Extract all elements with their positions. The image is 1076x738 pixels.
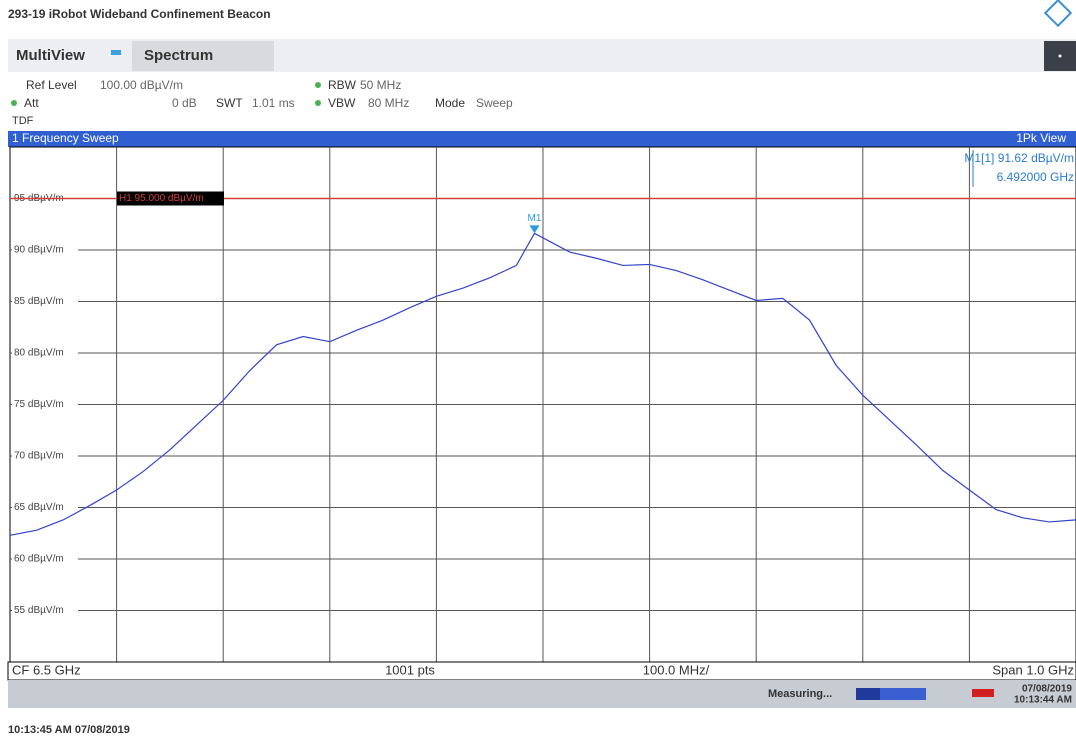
y-tick-label: 75 dBµV/m bbox=[14, 399, 64, 410]
timestamp: 10:13:45 AM 07/08/2019 bbox=[8, 724, 130, 736]
tick-bg bbox=[12, 501, 78, 514]
y-tick-label: 60 dBµV/m bbox=[14, 554, 64, 565]
dot bbox=[315, 100, 321, 106]
window-header bbox=[8, 131, 1076, 147]
setting-label: TDF bbox=[12, 115, 34, 127]
setting-label: SWT bbox=[216, 96, 243, 110]
tick-bg bbox=[12, 604, 78, 617]
time: 10:13:44 AM bbox=[1014, 695, 1072, 706]
setting-value: 0 dB bbox=[172, 96, 197, 110]
title: 293-19 iRobot Wideband Confinement Beaco… bbox=[8, 7, 271, 21]
span: Span 1.0 GHz bbox=[992, 662, 1074, 677]
y-tick-label: 85 dBµV/m bbox=[14, 296, 64, 307]
date: 07/08/2019 bbox=[1022, 684, 1072, 695]
y-tick-label: 80 dBµV/m bbox=[14, 348, 64, 359]
y-tick-label: 55 dBµV/m bbox=[14, 605, 64, 616]
div: 100.0 MHz/ bbox=[643, 662, 710, 677]
setting-label: RBW bbox=[328, 78, 357, 92]
tab[interactable]: MultiView bbox=[16, 47, 85, 64]
window-view: 1Pk View bbox=[1016, 131, 1066, 145]
setting-value: 100.00 dBµV/m bbox=[100, 78, 183, 92]
marker-readout: M1[1] 91.62 dBµV/m bbox=[964, 151, 1074, 165]
setting-value: 1.01 ms bbox=[252, 96, 295, 110]
tab-icon bbox=[111, 50, 121, 55]
window-title: 1 Frequency Sweep bbox=[12, 131, 119, 145]
setting-value: Sweep bbox=[476, 96, 513, 110]
status: Measuring... bbox=[768, 688, 832, 700]
menu-dot bbox=[1058, 54, 1062, 58]
footer-bar bbox=[7, 661, 1076, 681]
tab-active[interactable] bbox=[132, 41, 274, 71]
marker-name: M1 bbox=[528, 213, 542, 224]
setting-value: 50 MHz bbox=[360, 78, 401, 92]
tick-bg bbox=[12, 398, 78, 411]
tab[interactable]: Spectrum bbox=[144, 47, 213, 64]
marker-readout-x: 6.492000 GHz bbox=[997, 170, 1074, 184]
progress bbox=[856, 688, 926, 700]
ref-label: H1 95.000 dBµV/m bbox=[119, 193, 204, 204]
setting-label: Ref Level bbox=[26, 78, 77, 92]
dot bbox=[11, 100, 17, 106]
tick-bg bbox=[12, 244, 78, 256]
setting-label: VBW bbox=[328, 96, 356, 110]
marker bbox=[529, 225, 540, 234]
setting-label: Att bbox=[24, 96, 39, 110]
y-tick-label: 90 dBµV/m bbox=[14, 245, 64, 256]
dot bbox=[315, 82, 321, 88]
y-tick-label: 70 dBµV/m bbox=[14, 451, 64, 462]
setting-label: Mode bbox=[435, 96, 465, 110]
logo bbox=[1043, 0, 1073, 28]
status-icon bbox=[972, 689, 994, 697]
tick-bg bbox=[12, 347, 78, 359]
ref-label-bg bbox=[117, 191, 224, 206]
y-tick-label: 65 dBµV/m bbox=[14, 502, 64, 513]
tick-bg bbox=[12, 295, 78, 308]
points: 1001 pts bbox=[385, 662, 435, 677]
center-freq: CF 6.5 GHz bbox=[12, 662, 81, 677]
tick-bg bbox=[12, 450, 78, 462]
tick-bg bbox=[12, 553, 78, 565]
setting-value: 80 MHz bbox=[368, 96, 409, 110]
